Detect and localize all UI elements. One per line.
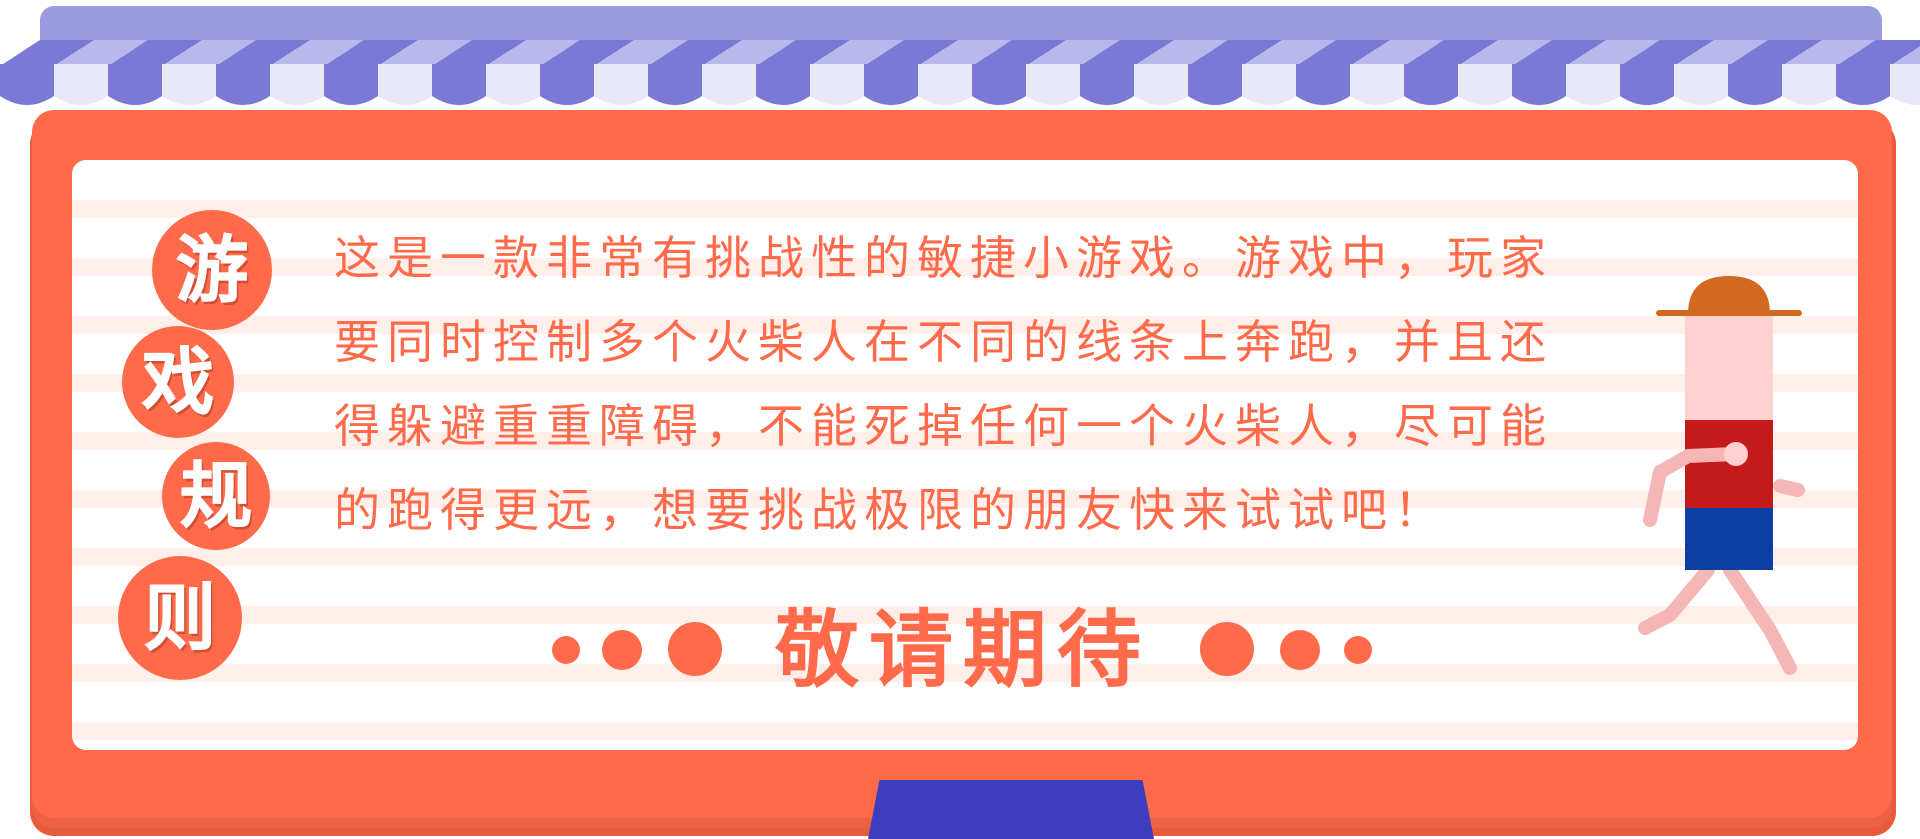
title-char-3: 规 [179,454,252,538]
striped-board [72,160,1858,750]
vertical-title: 游 戏 规 则 [110,210,280,680]
bottom-stand [868,780,1154,839]
title-char-1: 游 [175,228,248,312]
dot-left-medium [602,630,642,670]
dot-left-small [552,636,580,664]
rules-line-3: 得躲避重重障碍，不能死掉任何一个火柴人，尽可能 [334,399,1553,453]
stickman-runner-icon [1638,276,1805,675]
rules-line-2: 要同时控制多个火柴人在不同的线条上奔跑，并且还 [334,315,1553,369]
title-circle-3: 规 [162,442,270,550]
title-circle-1: 游 [152,210,272,330]
dot-right-medium [1280,630,1320,670]
dot-right-small [1344,636,1372,664]
rules-text: 这是一款非常有挑战性的敏捷小游戏。游戏中，玩家 要同时控制多个火柴人在不同的线条… [334,226,1624,562]
title-circle-4: 则 [118,556,242,680]
title-circle-2: 戏 [122,326,234,438]
title-char-2: 戏 [141,340,214,424]
coming-soon-label: 敬请期待 [774,601,1151,699]
striped-awning-icon [0,40,1920,105]
dot-left-large [668,622,722,676]
title-char-4: 则 [143,576,216,660]
dot-right-large [1200,622,1254,676]
rules-line-1: 这是一款非常有挑战性的敏捷小游戏。游戏中，玩家 [334,231,1553,285]
rules-line-4: 的跑得更远，想要挑战极限的朋友快来试试吧！ [334,483,1447,537]
coming-soon: 敬请期待 [540,600,1380,700]
